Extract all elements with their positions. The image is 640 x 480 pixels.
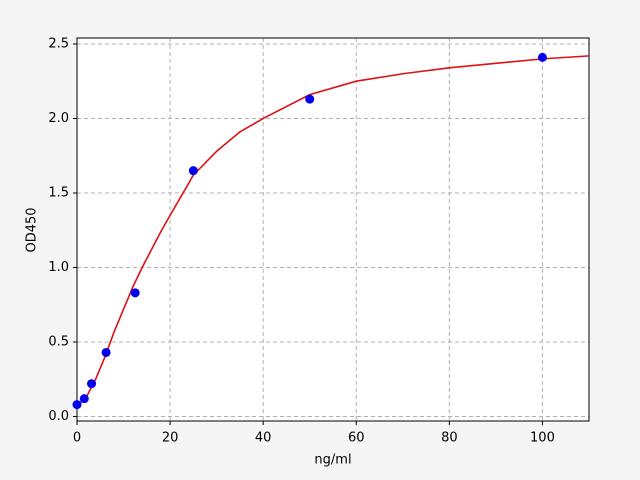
- y-tick-label: 2.5: [48, 36, 69, 51]
- x-tick-label: 20: [162, 431, 179, 446]
- x-tick-label: 100: [530, 431, 555, 446]
- x-tick-label: 0: [73, 431, 81, 446]
- data-point: [101, 347, 111, 357]
- y-tick-label: 0.0: [48, 409, 69, 424]
- y-tick-label: 1.0: [48, 260, 69, 275]
- data-point: [188, 166, 198, 176]
- x-tick-label: 80: [441, 431, 458, 446]
- data-point: [79, 394, 89, 404]
- data-point: [72, 400, 82, 410]
- x-tick-label: 60: [348, 431, 365, 446]
- data-point: [305, 94, 315, 104]
- fit-curve: [77, 55, 589, 407]
- data-point: [130, 288, 140, 298]
- x-axis-label: ng/ml: [314, 453, 351, 468]
- y-tick-label: 2.0: [48, 111, 69, 126]
- plot-area: [77, 38, 589, 421]
- plot-frame: [76, 37, 590, 422]
- data-point: [87, 379, 97, 389]
- y-axis-label: OD450: [25, 207, 40, 252]
- data-point: [537, 52, 547, 62]
- x-tick-label: 40: [255, 431, 272, 446]
- y-tick-label: 1.5: [48, 185, 69, 200]
- y-tick-label: 0.5: [48, 335, 69, 350]
